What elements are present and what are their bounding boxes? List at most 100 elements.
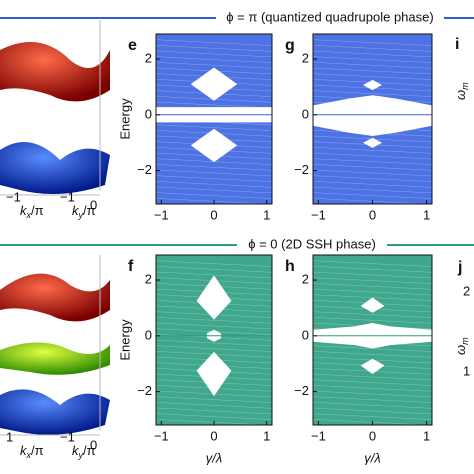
band-gap (196, 275, 232, 320)
x-tick-label: −1 (311, 428, 326, 443)
band-panel: −1 0 1 −2 0 2h γ/λ (285, 254, 433, 465)
section-title: ϕ = 0 (2D SSH phase) (248, 236, 376, 251)
band-gap (196, 351, 232, 397)
band-texture (312, 62, 433, 69)
x-tick-label: −1 (311, 207, 326, 222)
band-texture (312, 192, 433, 199)
band-gap (313, 95, 432, 136)
band-texture (312, 311, 433, 318)
band-texture (312, 175, 433, 182)
band-texture (312, 385, 433, 392)
label-tail: /π (83, 443, 96, 458)
x-tick-label: 0 (369, 428, 376, 443)
x-tick-label: 1 (263, 428, 270, 443)
band-texture (155, 175, 273, 182)
panel-label: g (285, 37, 295, 54)
label-sub: x (26, 450, 32, 460)
band-texture (155, 101, 273, 109)
label-sub: y (78, 450, 84, 460)
surface (0, 342, 110, 375)
label-base: k (72, 443, 80, 458)
label-base: ω (453, 345, 468, 355)
band-texture (312, 50, 433, 58)
band-texture (312, 317, 433, 324)
band-texture (312, 288, 433, 296)
band-texture (312, 413, 433, 420)
band-texture (155, 181, 273, 188)
label-base: k (20, 443, 28, 458)
band-texture (155, 186, 273, 194)
band-texture (312, 90, 433, 97)
band-texture (155, 271, 273, 279)
surface (0, 389, 110, 435)
band-texture (312, 277, 433, 284)
surface-plot-top (0, 20, 110, 196)
y-tick-label: 2 (145, 272, 152, 287)
panel-label: e (128, 37, 137, 54)
x-tick-label: 0 (210, 207, 217, 222)
band-texture (312, 396, 433, 403)
tick-label: 1 (6, 429, 13, 444)
band-texture (155, 317, 273, 324)
band-texture (312, 39, 433, 46)
band-texture (155, 260, 273, 267)
band-panel: −1 0 1 −2 0 2g (285, 33, 433, 222)
band-gap (190, 67, 238, 101)
band-texture (155, 169, 273, 177)
section-title: ϕ = π (quantized quadrupole phase) (226, 9, 433, 24)
label-tail: /π (31, 203, 44, 218)
band-texture (312, 147, 433, 154)
band-texture (312, 158, 433, 165)
band-texture (155, 124, 273, 131)
y-tick-label: −2 (294, 162, 309, 177)
band-texture (155, 345, 273, 352)
label-sub: x (26, 210, 32, 220)
band-texture (312, 164, 433, 171)
y-tick-label: 2 (302, 272, 309, 287)
y-tick-label: 0 (145, 106, 152, 121)
panel-label: j (457, 259, 462, 276)
x-tick-label: 1 (423, 207, 430, 222)
tick-label: −1 (60, 189, 75, 204)
axis-frame (0, 20, 101, 196)
band-texture (155, 339, 273, 347)
band-texture (312, 169, 433, 177)
band-texture (312, 152, 433, 160)
y-axis-label: Energy (117, 319, 132, 361)
y-tick-label: 0 (302, 327, 309, 342)
tick-label: −1 (60, 429, 75, 444)
band-gap (190, 128, 238, 163)
x-tick-label: 0 (369, 207, 376, 222)
x-axis-label: γ/λ (364, 450, 381, 465)
panel-label: h (285, 258, 295, 275)
band-texture (312, 373, 433, 381)
axis-label: ωm (453, 82, 470, 100)
label-base: k (72, 203, 80, 218)
band-texture (312, 181, 433, 188)
band-texture (312, 390, 433, 398)
band-texture (155, 50, 273, 58)
band-texture (155, 322, 273, 330)
band-texture (312, 45, 433, 52)
tick-label: 0 (90, 197, 97, 212)
band-texture (312, 266, 433, 273)
y-tick-label: −2 (137, 162, 152, 177)
band-texture (155, 45, 273, 52)
x-tick-label: −1 (154, 428, 169, 443)
band-texture (155, 413, 273, 420)
axis-label: ky/π (72, 443, 96, 460)
panel-label: i (455, 36, 459, 53)
y-tick-label: 2 (145, 51, 152, 66)
band-panel: −1 0 1 −2 0 2f Energy γ/λ (117, 254, 273, 465)
band-gap (360, 297, 385, 313)
header-bg (216, 9, 444, 27)
y-tick-label: 2 (302, 51, 309, 66)
y-tick-label: −2 (294, 383, 309, 398)
tick-label: 1 (463, 363, 470, 378)
axis-label: kx/π (20, 203, 44, 220)
y-tick-label: 0 (302, 106, 309, 121)
label-base: ω (453, 90, 468, 100)
x-tick-label: 1 (423, 428, 430, 443)
axis-label: ωm (453, 337, 470, 355)
